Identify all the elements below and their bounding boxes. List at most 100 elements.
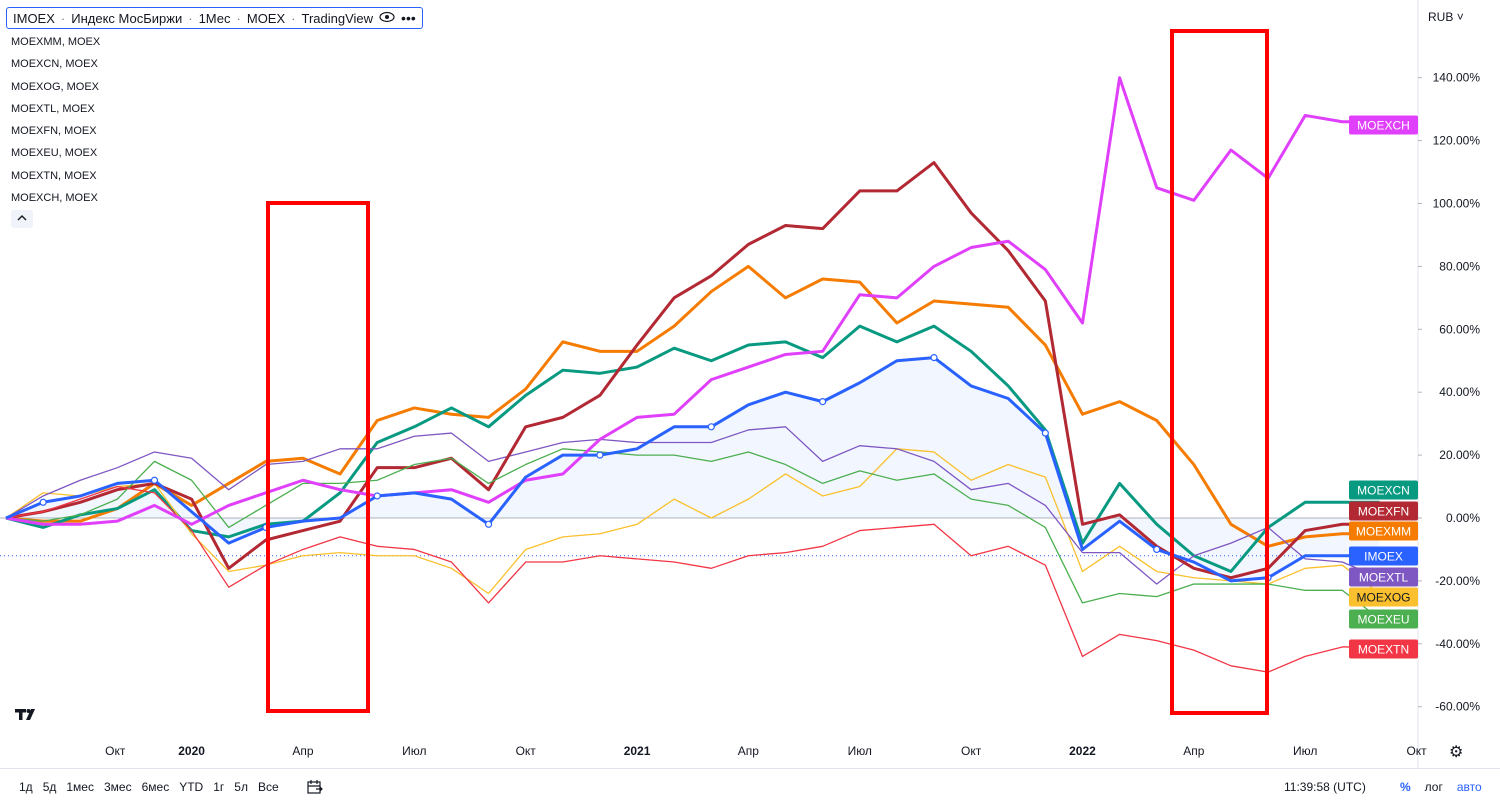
collapse-legend-button[interactable] xyxy=(11,210,33,228)
compare-legend-item[interactable]: MOEXFN, MOEX xyxy=(11,125,97,138)
series-label-moexmm: MOEXMM xyxy=(1349,521,1418,541)
imoex-marker xyxy=(484,520,493,528)
compare-legend: MOEXMM, MOEX MOEXCN, MOEX MOEXOG, MOEX M… xyxy=(11,35,100,213)
series-label-text: MOEXFN xyxy=(1358,505,1409,519)
series-label-text: MOEXCN xyxy=(1357,484,1410,498)
visibility-icon[interactable] xyxy=(379,11,395,26)
range-3m[interactable]: 3мес xyxy=(103,780,132,794)
exchange: MOEX xyxy=(246,10,286,26)
imoex-marker xyxy=(39,498,47,506)
imoex-marker xyxy=(930,354,938,362)
currency-selector[interactable]: RUB ˅ xyxy=(1428,10,1464,24)
imoex-area-fill xyxy=(6,357,1380,581)
series-line-moextn xyxy=(5,485,1380,673)
series-label-text: MOEXTN xyxy=(1358,643,1409,657)
series-label-bg xyxy=(1349,480,1418,500)
series-label-bg xyxy=(1349,501,1418,521)
range-5d[interactable]: 5д xyxy=(42,780,57,794)
chevron-down-icon: ˅ xyxy=(1456,10,1464,24)
series-line-moexfn xyxy=(5,161,1380,580)
interval: 1Мес xyxy=(198,10,231,26)
range-6m[interactable]: 6мес xyxy=(141,780,170,794)
x-tick-label: Июл xyxy=(1293,744,1317,758)
range-buttons: 1д 5д 1мес 3мес 6мес YTD 1г 5л Все xyxy=(19,780,333,797)
auto-scale-toggle[interactable]: авто xyxy=(1456,780,1482,794)
series-label-text: MOEXTL xyxy=(1359,571,1409,585)
y-tick-label: -40.00% xyxy=(1435,637,1480,651)
imoex-marker xyxy=(819,398,827,406)
series-label-moexcn: MOEXCN xyxy=(1349,480,1418,500)
log-scale-toggle[interactable]: лог xyxy=(1424,780,1443,794)
y-tick-label: -20.00% xyxy=(1435,574,1480,588)
series-label-bg xyxy=(1349,587,1418,607)
series-label-bg xyxy=(1349,609,1418,629)
compare-legend-item[interactable]: MOEXTL, MOEX xyxy=(11,102,95,115)
series-label-text: MOEXEU xyxy=(1357,613,1409,627)
annotation-rect-2020 xyxy=(266,201,370,713)
range-1m[interactable]: 1мес xyxy=(66,780,94,794)
more-icon[interactable]: ••• xyxy=(401,10,416,26)
y-tick-label: 140.00% xyxy=(1433,71,1481,85)
main-symbol-legend[interactable]: IMOEX · Индекс МосБиржи · 1Мес · MOEX · … xyxy=(6,7,423,29)
series-label-moextn: MOEXTN xyxy=(1349,639,1418,659)
series-label-moexch: MOEXCH xyxy=(1349,115,1418,135)
symbol-description: Индекс МосБиржи xyxy=(71,10,183,26)
range-5y[interactable]: 5л xyxy=(234,780,248,794)
scale-modes: % лог авто xyxy=(1400,780,1482,794)
bottom-toolbar: 1д 5д 1мес 3мес 6мес YTD 1г 5л Все 11:39… xyxy=(0,768,1500,808)
price-axis[interactable]: 140.00% 120.00% 100.00% 80.00% 60.00% 40.00% 2… xyxy=(1418,71,1480,714)
compare-legend-item[interactable]: MOEXCH, MOEX xyxy=(11,192,98,205)
compare-legend-item[interactable]: MOEXEU, MOEX xyxy=(11,147,98,160)
percent-scale-toggle[interactable]: % xyxy=(1400,780,1411,794)
x-tick-label: Апр xyxy=(1183,744,1205,758)
settings-gear-icon[interactable]: ⚙ xyxy=(1449,744,1464,761)
tradingview-logo-icon[interactable] xyxy=(13,704,41,724)
range-1d[interactable]: 1д xyxy=(19,780,33,794)
time-axis[interactable]: Окт 2020 Апр Июл Окт 2021 Апр Июл Окт 2022 Апр Июл О… xyxy=(105,744,1427,758)
utc-clock[interactable]: 11:39:58 (UTC) xyxy=(1284,780,1366,794)
x-tick-label: 2022 xyxy=(1069,744,1096,758)
range-1y[interactable]: 1г xyxy=(213,780,225,794)
series-label-moexfn: MOEXFN xyxy=(1349,501,1418,521)
x-tick-label: Апр xyxy=(292,744,314,758)
chart-area[interactable]: 140.00% 120.00% 100.00% 80.00% 60.00% 40.00% 2… xyxy=(0,0,1500,768)
y-tick-label: 120.00% xyxy=(1433,134,1481,148)
goto-date-icon[interactable] xyxy=(307,780,323,797)
imoex-marker xyxy=(596,451,604,459)
y-tick-label: 0.00% xyxy=(1446,511,1480,525)
imoex-marker xyxy=(373,492,381,500)
x-tick-label: Июл xyxy=(402,744,426,758)
series-line-moexch xyxy=(5,76,1380,526)
grid xyxy=(0,0,1419,768)
compare-legend-item[interactable]: MOEXOG, MOEX xyxy=(11,80,100,93)
annotation-rect-2022 xyxy=(1170,29,1269,715)
y-tick-label: -60.00% xyxy=(1435,700,1480,714)
range-all[interactable]: Все xyxy=(257,780,279,794)
symbol-name[interactable]: IMOEX xyxy=(13,10,55,26)
x-tick-label: Окт xyxy=(516,744,537,758)
series-label-bg xyxy=(1349,639,1418,659)
series-line-imoex xyxy=(5,356,1380,583)
series-label-text: MOEXCH xyxy=(1357,119,1410,133)
series-value-labels: IMOEX MOEXMM MOEXCN MOEXOG MOEXTL MOEXFN MOEXE… xyxy=(1349,115,1418,659)
compare-legend-item[interactable]: MOEXMM, MOEX xyxy=(11,36,101,48)
series-line-moexog xyxy=(5,448,1380,595)
range-ytd[interactable]: YTD xyxy=(179,780,204,794)
series-label-moexog: MOEXOG xyxy=(1349,587,1418,607)
series-label-moextl: MOEXTL xyxy=(1349,567,1418,587)
annotation-rectangles[interactable] xyxy=(266,29,1269,715)
y-tick-label: 80.00% xyxy=(1439,259,1480,273)
series-line-moexmm xyxy=(5,264,1380,548)
series-line-moextl xyxy=(5,426,1380,585)
x-tick-label: Апр xyxy=(738,744,760,758)
series-label-text: MOEXOG xyxy=(1356,591,1410,605)
data-source: TradingView xyxy=(301,10,374,26)
y-tick-label: 40.00% xyxy=(1439,385,1480,399)
series-lines xyxy=(5,76,1380,673)
compare-legend-item[interactable]: MOEXCN, MOEX xyxy=(11,58,98,71)
imoex-marker xyxy=(1041,429,1049,437)
y-tick-label: 100.00% xyxy=(1433,197,1481,211)
compare-legend-item[interactable]: MOEXTN, MOEX xyxy=(11,169,97,182)
series-label-text: IMOEX xyxy=(1364,550,1403,564)
imoex-marker xyxy=(707,423,715,431)
